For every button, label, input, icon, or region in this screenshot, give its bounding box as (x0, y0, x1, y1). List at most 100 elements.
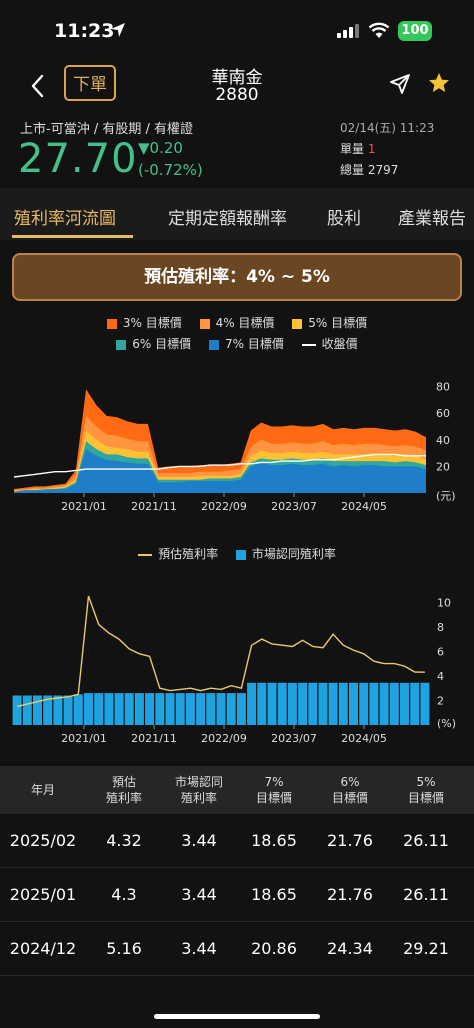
market-yield-bar (124, 693, 134, 725)
home-indicator[interactable] (154, 1014, 320, 1019)
cell-6pct-target: 24.34 (327, 939, 373, 958)
battery-icon: 100 (398, 21, 432, 41)
river-legend-row-1: 3% 目標價 4% 目標價 5% 目標價 (0, 314, 474, 331)
market-yield-bar (216, 693, 226, 725)
total-volume-value: 2797 (367, 163, 399, 177)
legend-item[interactable]: 市場認同殖利率 (235, 545, 336, 562)
lot-size-row: 單量 1 (340, 140, 375, 157)
market-yield-bar (104, 693, 114, 725)
market-yield-bar (267, 682, 277, 725)
cell-estimated-yield: 4.3 (111, 885, 137, 904)
cell-year-month: 2025/01 (9, 885, 77, 904)
y-tick-label: 4 (437, 670, 444, 683)
header-estimated-yield: 預估 殖利率 (105, 775, 142, 805)
header-5pct-target: 5% 目標價 (407, 775, 444, 805)
legend-label: 5% 目標價 (308, 316, 368, 330)
yield-comparison-chart[interactable]: 10 8 6 4 2 (%) 2021/01 2021/11 2022/09 2023/07 202… (0, 580, 474, 750)
stock-name: 華南金 (211, 68, 263, 88)
yield-river-chart[interactable]: 80 60 40 20 (元) 2021/01 2021/11 2022/09 2023/07 2… (0, 360, 474, 520)
share-icon[interactable] (388, 72, 412, 96)
tab-yield-river[interactable]: 殖利率河流圖 (14, 209, 116, 229)
table-row[interactable]: 2025/02 4.32 3.44 18.65 21.76 26.11 (0, 814, 474, 868)
estimated-yield-banner: 預估殖利率：4% ~ 5% (12, 253, 462, 301)
y-tick-label: 60 (436, 407, 450, 420)
cell-year-month: 2025/02 (9, 831, 77, 850)
x-tick-label: 2021/01 (61, 732, 107, 745)
legend-label: 4% 目標價 (215, 316, 275, 330)
cell-year-month: 2024/12 (9, 939, 77, 958)
market-tags: 上市-可當沖 / 有股期 / 有權證 (20, 122, 193, 137)
x-tick-label: 2021/11 (131, 732, 177, 745)
cell-7pct-target: 18.65 (251, 831, 297, 850)
total-volume-label: 總量 (340, 163, 365, 177)
cellular-signal-icon (337, 24, 361, 38)
x-tick-label: 2022/09 (201, 732, 247, 745)
market-yield-bar (185, 693, 195, 725)
market-yield-bar (134, 693, 144, 725)
market-yield-bar (308, 682, 318, 725)
y-tick-label: 8 (437, 621, 444, 634)
cell-7pct-target: 18.65 (251, 885, 297, 904)
cell-5pct-target: 26.11 (403, 885, 449, 904)
y-tick-label: 6 (437, 645, 444, 658)
legend-item[interactable]: 5% 目標價 (292, 314, 367, 331)
legend-item[interactable]: 收盤價 (301, 335, 358, 352)
market-yield-bar (63, 695, 73, 725)
market-yield-bar (114, 693, 124, 725)
legend-label: 市場認同殖利率 (251, 547, 336, 561)
market-yield-bar (236, 693, 246, 725)
legend-item[interactable]: 7% 目標價 (208, 335, 284, 352)
tab-dca-return[interactable]: 定期定額報酬率 (168, 209, 287, 229)
market-yield-bar (410, 682, 420, 725)
table-row[interactable]: 2025/01 4.3 3.44 18.65 21.76 26.11 (0, 868, 474, 922)
legend-swatch (292, 318, 303, 329)
legend-swatch (138, 553, 153, 556)
back-chevron-icon[interactable] (28, 73, 48, 99)
lot-size-label: 單量 (340, 142, 365, 156)
table-row[interactable]: 2024/12 5.16 3.44 20.86 24.34 29.21 (0, 922, 474, 976)
cell-7pct-target: 20.86 (251, 939, 297, 958)
legend-item[interactable]: 3% 目標價 (106, 314, 182, 331)
market-yield-bar (33, 695, 42, 725)
favorite-star-icon[interactable] (427, 71, 451, 95)
market-yield-bar (206, 693, 216, 725)
y-tick-label: 80 (436, 381, 450, 394)
market-yield-bar (379, 682, 389, 725)
quote-datetime: 02/14(五) 11:23 (340, 121, 435, 135)
market-yield-bar (226, 693, 236, 725)
x-tick-label: 2021/11 (131, 500, 177, 513)
market-yield-bar (349, 682, 358, 725)
status-bar: 11:23 100 (0, 0, 474, 62)
x-tick-label: 2024/05 (341, 732, 387, 745)
legend-label: 預估殖利率 (158, 547, 219, 561)
header-market-yield: 市場認同 殖利率 (174, 775, 223, 805)
last-price: 27.70 (18, 136, 138, 182)
legend-item[interactable]: 4% 目標價 (199, 314, 275, 331)
market-yield-bar (369, 682, 379, 725)
yield-legend-row: 預估殖利率 市場認同殖利率 (0, 545, 474, 562)
legend-label: 收盤價 (321, 337, 358, 351)
price-change-percent: (-0.72%) (138, 161, 203, 179)
market-yield-bar (22, 695, 32, 725)
market-yield-bar (277, 682, 287, 725)
market-yield-bar (389, 682, 399, 725)
status-time: 11:23 (54, 20, 115, 42)
market-yield-bar (84, 693, 93, 725)
market-yield-bar (165, 693, 175, 725)
market-yield-bar (318, 682, 328, 725)
lot-size-value: 1 (367, 142, 376, 156)
x-tick-label: 2023/07 (271, 732, 317, 745)
market-yield-bar (145, 693, 155, 725)
legend-item[interactable]: 預估殖利率 (138, 545, 218, 562)
market-yield-bar (257, 682, 267, 725)
market-yield-bar (298, 682, 308, 725)
cell-market-yield: 3.44 (181, 831, 217, 850)
order-button[interactable]: 下單 (64, 65, 116, 101)
legend-item[interactable]: 6% 目標價 (116, 335, 191, 352)
tab-dividend[interactable]: 股利 (327, 209, 361, 229)
tab-industry-report[interactable]: 產業報告 (398, 209, 466, 229)
price-change: ▼0.20 (138, 139, 183, 157)
market-yield-bar (155, 693, 165, 725)
close-price-line (13, 453, 426, 478)
cell-market-yield: 3.44 (181, 885, 217, 904)
